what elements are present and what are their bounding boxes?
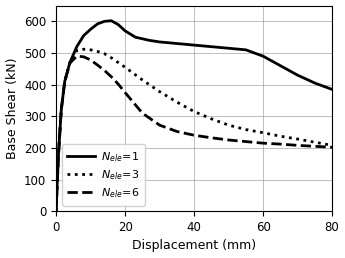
$N_{ele}\!=\!3$ [63, 80, 67, 83]
$N_{ele}\!=\!6$ [89, 58, 93, 61]
$N_{ele}\!=\!1$ [55, 184, 59, 187]
$N_{ele}\!=\!3$ [102, 52, 107, 55]
$N_{ele}\!=\!3$ [227, 124, 231, 127]
$N_{ele}\!=\!1$ [192, 44, 196, 47]
Line: $N_{ele}\!=\!6$: $N_{ele}\!=\!6$ [56, 56, 332, 211]
$N_{ele}\!=\!1$ [57, 153, 61, 156]
$N_{ele}\!=\!1$ [96, 22, 100, 26]
$N_{ele}\!=\!1$ [82, 34, 86, 37]
$N_{ele}\!=\!6$ [313, 145, 317, 148]
$N_{ele}\!=\!3$ [55, 184, 59, 187]
$N_{ele}\!=\!1$ [75, 45, 79, 48]
$N_{ele}\!=\!1$ [102, 20, 107, 23]
$N_{ele}\!=\!1$ [123, 29, 127, 33]
$N_{ele}\!=\!6$ [330, 146, 334, 149]
$N_{ele}\!=\!3$ [96, 50, 100, 53]
$N_{ele}\!=\!6$ [209, 136, 214, 139]
$N_{ele}\!=\!6$ [102, 69, 107, 72]
$N_{ele}\!=\!1$ [278, 64, 283, 67]
Legend: $N_{ele}\!=\!1$, $N_{ele}\!=\!3$, $N_{ele}\!=\!6$: $N_{ele}\!=\!1$, $N_{ele}\!=\!3$, $N_{el… [62, 144, 145, 206]
$N_{ele}\!=\!6$ [175, 130, 179, 133]
$N_{ele}\!=\!3$ [68, 61, 72, 64]
$N_{ele}\!=\!3$ [89, 48, 93, 51]
$N_{ele}\!=\!6$ [82, 55, 86, 58]
$N_{ele}\!=\!1$ [134, 36, 138, 39]
$N_{ele}\!=\!3$ [330, 144, 334, 147]
$N_{ele}\!=\!3$ [140, 78, 145, 82]
$N_{ele}\!=\!1$ [158, 41, 162, 44]
$N_{ele}\!=\!6$ [54, 209, 58, 213]
$N_{ele}\!=\!1$ [209, 45, 214, 48]
$N_{ele}\!=\!6$ [116, 83, 120, 86]
$N_{ele}\!=\!1$ [59, 108, 63, 111]
Y-axis label: Base Shear (kN): Base Shear (kN) [6, 58, 19, 159]
$N_{ele}\!=\!3$ [192, 110, 196, 113]
$N_{ele}\!=\!1$ [54, 209, 58, 213]
X-axis label: Displacement (mm): Displacement (mm) [132, 239, 256, 252]
$N_{ele}\!=\!1$ [244, 48, 248, 51]
$N_{ele}\!=\!1$ [313, 82, 317, 85]
$N_{ele}\!=\!1$ [89, 28, 93, 31]
$N_{ele}\!=\!6$ [227, 139, 231, 142]
$N_{ele}\!=\!3$ [244, 128, 248, 131]
$N_{ele}\!=\!6$ [55, 184, 59, 187]
$N_{ele}\!=\!3$ [158, 90, 162, 93]
$N_{ele}\!=\!6$ [63, 80, 67, 83]
$N_{ele}\!=\!1$ [330, 88, 334, 91]
$N_{ele}\!=\!6$ [123, 91, 127, 94]
$N_{ele}\!=\!1$ [147, 39, 151, 42]
$N_{ele}\!=\!3$ [109, 56, 114, 59]
$N_{ele}\!=\!6$ [68, 62, 72, 65]
$N_{ele}\!=\!1$ [296, 74, 300, 77]
$N_{ele}\!=\!3$ [296, 138, 300, 141]
$N_{ele}\!=\!3$ [59, 108, 63, 111]
$N_{ele}\!=\!1$ [68, 61, 72, 64]
$N_{ele}\!=\!1$ [227, 47, 231, 50]
$N_{ele}\!=\!3$ [82, 48, 86, 51]
$N_{ele}\!=\!6$ [109, 75, 114, 78]
$N_{ele}\!=\!1$ [116, 23, 120, 26]
$N_{ele}\!=\!3$ [75, 49, 79, 52]
Line: $N_{ele}\!=\!1$: $N_{ele}\!=\!1$ [56, 21, 332, 211]
$N_{ele}\!=\!6$ [140, 111, 145, 115]
$N_{ele}\!=\!3$ [175, 100, 179, 103]
$N_{ele}\!=\!3$ [57, 153, 61, 156]
$N_{ele}\!=\!3$ [116, 61, 120, 64]
$N_{ele}\!=\!1$ [63, 80, 67, 83]
$N_{ele}\!=\!3$ [313, 141, 317, 144]
$N_{ele}\!=\!6$ [57, 153, 61, 156]
$N_{ele}\!=\!1$ [175, 42, 179, 45]
$N_{ele}\!=\!6$ [278, 143, 283, 146]
$N_{ele}\!=\!6$ [192, 134, 196, 137]
$N_{ele}\!=\!6$ [158, 124, 162, 127]
$N_{ele}\!=\!3$ [209, 117, 214, 120]
$N_{ele}\!=\!6$ [296, 144, 300, 147]
$N_{ele}\!=\!6$ [96, 63, 100, 67]
$N_{ele}\!=\!6$ [59, 108, 63, 111]
$N_{ele}\!=\!6$ [244, 140, 248, 143]
$N_{ele}\!=\!1$ [109, 19, 114, 22]
$N_{ele}\!=\!3$ [261, 131, 265, 134]
$N_{ele}\!=\!6$ [261, 142, 265, 145]
Line: $N_{ele}\!=\!3$: $N_{ele}\!=\!3$ [56, 49, 332, 211]
$N_{ele}\!=\!3$ [278, 135, 283, 138]
$N_{ele}\!=\!3$ [54, 209, 58, 213]
$N_{ele}\!=\!3$ [123, 66, 127, 69]
$N_{ele}\!=\!6$ [75, 55, 79, 58]
$N_{ele}\!=\!1$ [261, 55, 265, 58]
